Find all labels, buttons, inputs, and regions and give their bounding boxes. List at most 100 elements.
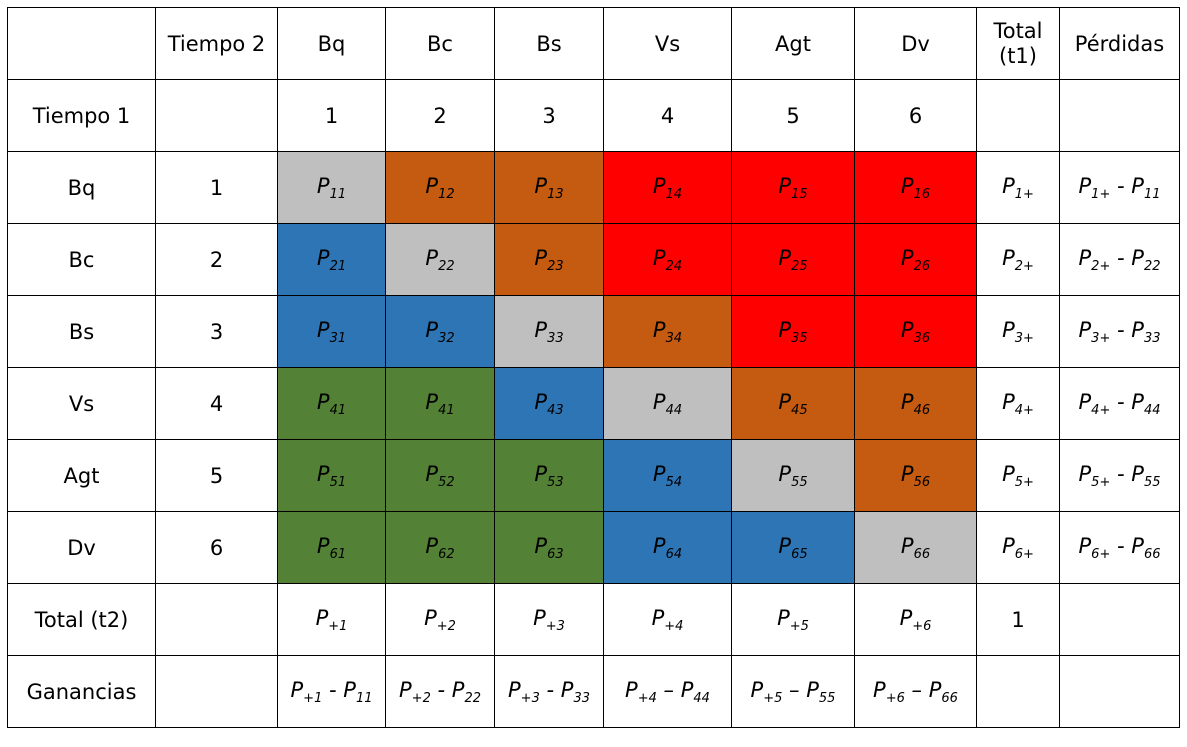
probability-value: P55 bbox=[778, 461, 808, 490]
matrix-row: Dv 6 P61 P62 P63 P64 P65 P66 P6+ P6+ - P66 bbox=[7, 511, 1180, 584]
probability-cell: P51 bbox=[277, 439, 386, 512]
col-header-bc: Bc bbox=[385, 7, 495, 80]
col-total-cell: P+6 bbox=[854, 583, 977, 656]
probability-cell: P33 bbox=[494, 295, 604, 368]
gain-value: P+2 - P22 bbox=[399, 677, 481, 706]
header-row: Tiempo 2 Bq Bc Bs Vs Agt Dv Total (t1) Pé… bbox=[7, 7, 1180, 80]
probability-value: P12 bbox=[425, 173, 455, 202]
probability-value: P26 bbox=[900, 245, 931, 274]
loss-term-a: P3+ bbox=[1078, 317, 1111, 346]
gain-term-b: P66 bbox=[928, 677, 958, 706]
gain-cell: P+4 – P44 bbox=[603, 655, 732, 728]
loss-term-b: P11 bbox=[1131, 173, 1161, 202]
empty-cell bbox=[1059, 655, 1180, 728]
row-number: 1 bbox=[155, 151, 278, 224]
probability-value: P56 bbox=[900, 461, 931, 490]
loss-cell: P5+ - P55 bbox=[1059, 439, 1180, 512]
probability-value: P43 bbox=[534, 389, 564, 418]
probability-value: P15 bbox=[778, 173, 808, 202]
row-total-value: P3+ bbox=[1002, 317, 1034, 346]
gain-term-b: P44 bbox=[680, 677, 710, 706]
row-total-cell: P2+ bbox=[976, 223, 1060, 296]
tiempo1-num: 2 bbox=[385, 79, 495, 152]
gain-term-a: P+4 bbox=[625, 677, 657, 706]
col-total-value: P+4 bbox=[651, 605, 684, 634]
tiempo1-num: 3 bbox=[494, 79, 604, 152]
row-total-cell: P6+ bbox=[976, 511, 1060, 584]
row-label: Bc bbox=[7, 223, 156, 296]
probability-value: P14 bbox=[652, 173, 683, 202]
col-total-value: P+1 bbox=[315, 605, 348, 634]
probability-value: P41 bbox=[316, 389, 347, 418]
col-total-value: P+2 bbox=[424, 605, 456, 634]
probability-cell: P62 bbox=[385, 511, 495, 584]
tiempo1-label: Tiempo 1 bbox=[7, 79, 156, 152]
probability-cell: P44 bbox=[603, 367, 732, 440]
row-number: 3 bbox=[155, 295, 278, 368]
probability-value: P63 bbox=[534, 533, 564, 562]
probability-cell: P34 bbox=[603, 295, 732, 368]
probability-cell: P15 bbox=[731, 151, 855, 224]
total-t1-sub: (t1) bbox=[999, 43, 1037, 68]
probability-value: P46 bbox=[900, 389, 931, 418]
total-t2-row: Total (t2) P+1 P+2 P+3 P+4 P+5 P+6 1 bbox=[7, 583, 1180, 656]
col-header-dv: Dv bbox=[854, 7, 977, 80]
probability-cell: P61 bbox=[277, 511, 386, 584]
probability-cell: P53 bbox=[494, 439, 604, 512]
total-t2-label: Total (t2) bbox=[7, 583, 156, 656]
probability-value: P31 bbox=[316, 317, 347, 346]
probability-value: P51 bbox=[316, 461, 347, 490]
probability-cell: P35 bbox=[731, 295, 855, 368]
gain-value: P+5 – P55 bbox=[750, 677, 836, 706]
loss-term-a: P5+ bbox=[1078, 461, 1111, 490]
row-label: Bs bbox=[7, 295, 156, 368]
probability-cell: P52 bbox=[385, 439, 495, 512]
probability-value: P36 bbox=[900, 317, 931, 346]
probability-cell: P22 bbox=[385, 223, 495, 296]
transition-matrix-table: Tiempo 2 Bq Bc Bs Vs Agt Dv Total (t1) Pé… bbox=[7, 7, 1180, 728]
probability-value: P13 bbox=[534, 173, 564, 202]
empty-cell bbox=[1059, 583, 1180, 656]
total-t1-label: Total bbox=[993, 18, 1043, 43]
probability-value: P45 bbox=[778, 389, 808, 418]
gain-term-a: P+6 bbox=[873, 677, 905, 706]
row-total-value: P1+ bbox=[1002, 173, 1034, 202]
probability-cell: P24 bbox=[603, 223, 732, 296]
loss-value: P6+ - P66 bbox=[1078, 533, 1161, 562]
row-label: Bq bbox=[7, 151, 156, 224]
gain-cell: P+6 – P66 bbox=[854, 655, 977, 728]
loss-term-b: P33 bbox=[1131, 317, 1161, 346]
gain-term-b: P33 bbox=[560, 677, 590, 706]
loss-value: P2+ - P22 bbox=[1078, 245, 1161, 274]
probability-value: P64 bbox=[652, 533, 683, 562]
probability-cell: P25 bbox=[731, 223, 855, 296]
probability-cell: P31 bbox=[277, 295, 386, 368]
col-total-cell: P+4 bbox=[603, 583, 732, 656]
matrix-row: Bq 1 P11 P12 P13 P14 P15 P16 P1+ P1+ - P11 bbox=[7, 151, 1180, 224]
row-total-cell: P1+ bbox=[976, 151, 1060, 224]
table-body: Tiempo 2 Bq Bc Bs Vs Agt Dv Total (t1) Pé… bbox=[7, 7, 1180, 728]
tiempo1-num: 4 bbox=[603, 79, 732, 152]
row-label: Vs bbox=[7, 367, 156, 440]
probability-cell: P36 bbox=[854, 295, 977, 368]
loss-term-a: P6+ bbox=[1078, 533, 1111, 562]
probability-value: P66 bbox=[900, 533, 931, 562]
col-total-cell: P+1 bbox=[277, 583, 386, 656]
empty-cell bbox=[155, 655, 278, 728]
probability-cell: P23 bbox=[494, 223, 604, 296]
tiempo1-row: Tiempo 1 1 2 3 4 5 6 bbox=[7, 79, 1180, 152]
gain-value: P+6 – P66 bbox=[873, 677, 958, 706]
empty-cell bbox=[976, 79, 1060, 152]
col-header-bs: Bs bbox=[494, 7, 604, 80]
col-header-agt: Agt bbox=[731, 7, 855, 80]
gain-cell: P+1 - P11 bbox=[277, 655, 386, 728]
gain-term-b: P22 bbox=[451, 677, 481, 706]
probability-value: P41 bbox=[425, 389, 455, 418]
probability-cell: P13 bbox=[494, 151, 604, 224]
row-total-cell: P5+ bbox=[976, 439, 1060, 512]
loss-term-b: P66 bbox=[1131, 533, 1161, 562]
probability-value: P61 bbox=[316, 533, 347, 562]
gain-term-a: P+1 bbox=[290, 677, 323, 706]
gain-term-b: P11 bbox=[343, 677, 373, 706]
probability-cell: P14 bbox=[603, 151, 732, 224]
